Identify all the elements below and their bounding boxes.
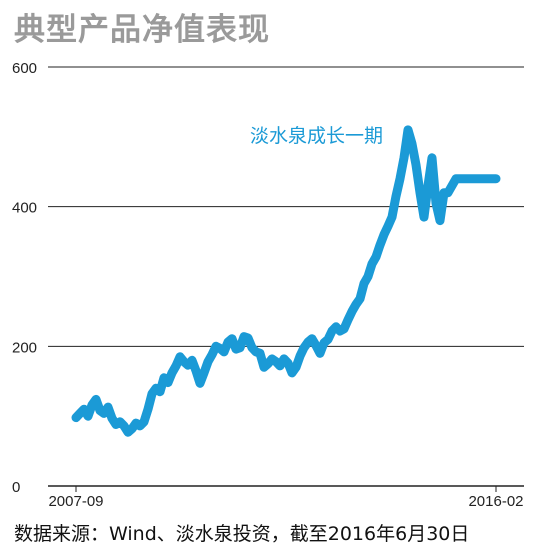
y-tick-label-600: 600 [12,60,37,77]
series-line-淡水泉成长一期 [71,125,501,437]
series-label: 淡水泉成长一期 [250,125,383,147]
y-tick-label-400: 400 [12,200,37,217]
x-tick-label-end: 2016-02 [468,493,523,510]
chart-title: 典型产品净值表现 [14,12,270,48]
y-tick-label-200: 200 [12,339,37,356]
source-note: 数据来源：Wind、淡水泉投资，截至2016年6月30日 [14,523,470,545]
x-tick-label-start: 2007-09 [48,493,103,510]
y-tick-label-0: 0 [12,479,20,496]
